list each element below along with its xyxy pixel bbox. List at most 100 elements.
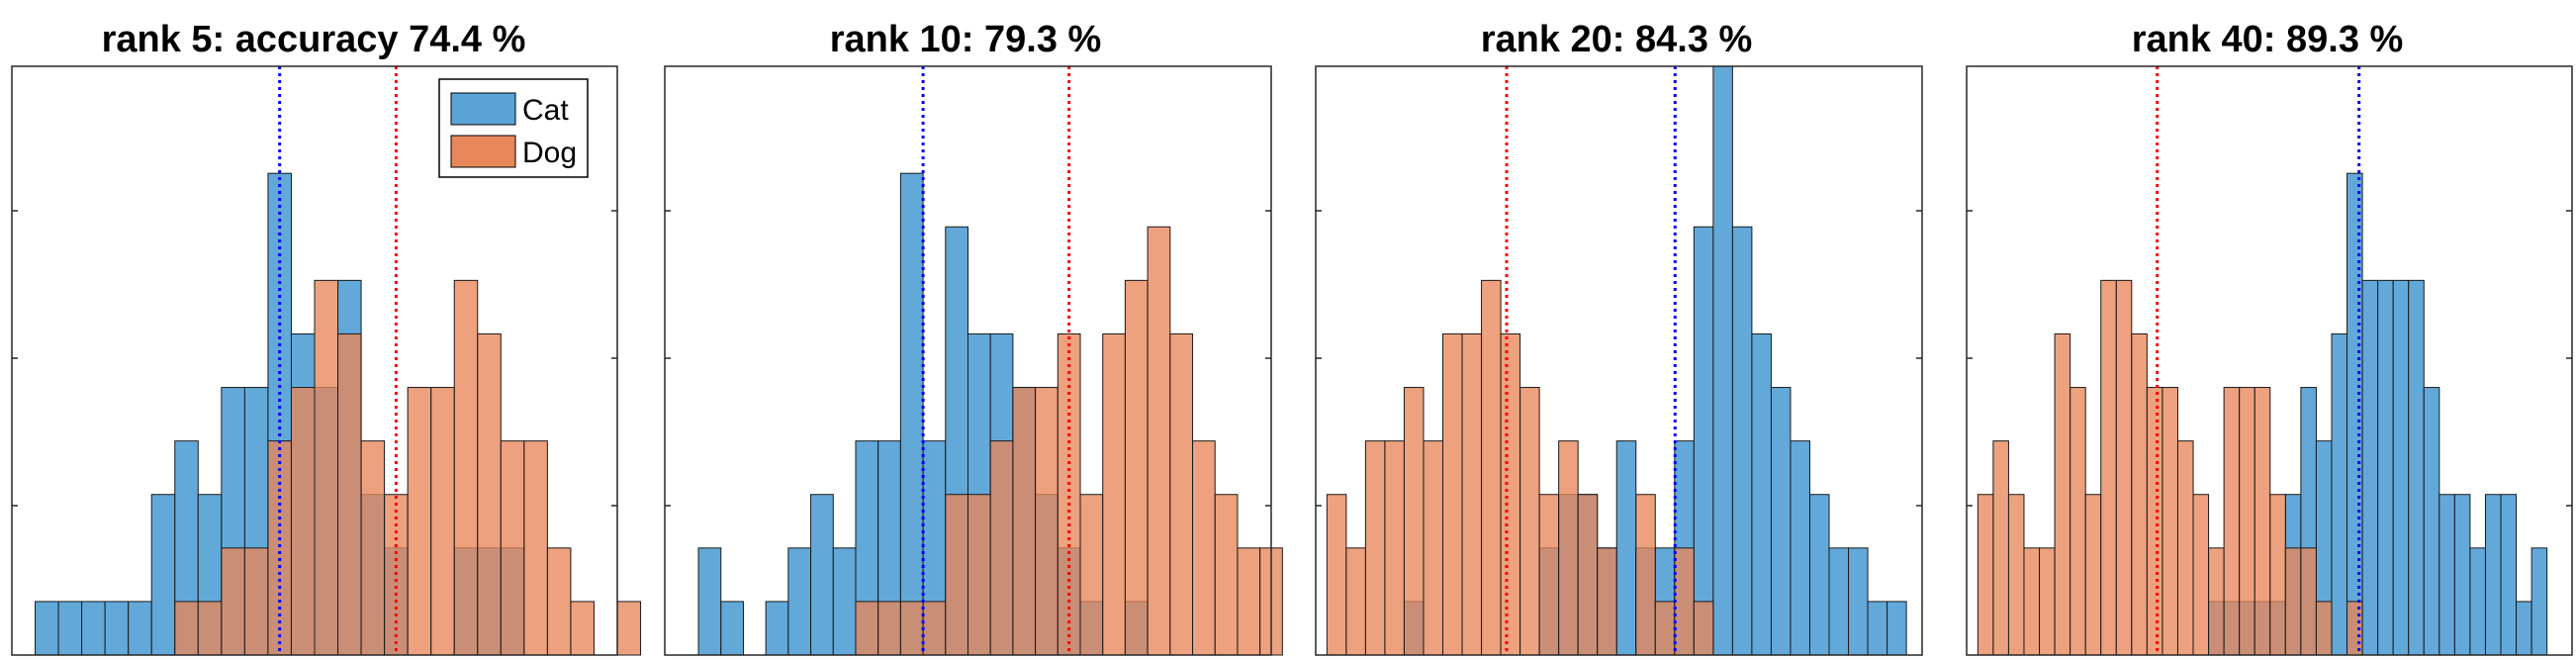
dog-bar bbox=[967, 494, 991, 656]
dog-bar bbox=[2162, 387, 2178, 656]
dog-bar bbox=[500, 440, 525, 656]
dog-bar bbox=[1519, 387, 1540, 656]
legend-label-cat: Cat bbox=[522, 94, 569, 127]
dog-bar bbox=[922, 601, 947, 656]
dog-bar bbox=[2084, 494, 2102, 656]
cat-bar bbox=[810, 494, 834, 656]
cat-bar bbox=[2392, 279, 2410, 656]
dog-bar bbox=[2007, 494, 2025, 656]
panel-1-plot-area bbox=[12, 66, 642, 656]
dog-bar bbox=[1124, 279, 1149, 656]
dog-bar bbox=[1169, 332, 1194, 656]
cat-bar bbox=[765, 601, 789, 656]
dog-bar bbox=[877, 601, 901, 656]
dog-bar bbox=[945, 494, 969, 656]
dog-bar bbox=[1481, 279, 1502, 656]
cat-bar bbox=[697, 547, 722, 656]
legend: Cat Dog bbox=[438, 78, 589, 178]
cat-bar bbox=[2516, 601, 2532, 656]
dog-bar bbox=[2115, 279, 2133, 656]
dog-bar bbox=[1012, 387, 1037, 656]
dog-bar bbox=[1214, 494, 1239, 656]
dog-bar bbox=[1992, 440, 2009, 656]
dog-bar bbox=[1403, 387, 1425, 656]
dog-bar bbox=[1693, 601, 1714, 656]
dog-bar bbox=[314, 279, 339, 656]
dog-bar bbox=[197, 601, 223, 656]
dog-bar bbox=[360, 440, 386, 656]
cat-bar bbox=[2361, 279, 2379, 656]
dog-bar bbox=[1035, 387, 1058, 656]
cat-bar bbox=[1712, 65, 1733, 656]
dog-bar bbox=[1558, 440, 1579, 656]
panel-2: rank 10: 79.3 % bbox=[664, 19, 1283, 656]
cat-bar bbox=[1808, 494, 1830, 656]
cat-bar bbox=[1615, 440, 1637, 656]
dog-bar bbox=[989, 440, 1014, 656]
cat-bar bbox=[2469, 547, 2486, 656]
panel-1-axes-frame bbox=[11, 65, 618, 656]
cat-bar bbox=[150, 494, 176, 656]
dog-bar bbox=[2192, 494, 2210, 656]
cat-bar bbox=[2408, 279, 2425, 656]
dog-bar bbox=[1326, 494, 1347, 656]
cat-bar bbox=[1828, 547, 1850, 656]
cat-bar bbox=[2484, 494, 2502, 656]
dog-bar bbox=[2131, 332, 2148, 656]
dog-bar bbox=[243, 547, 269, 656]
cat-bar bbox=[832, 547, 857, 656]
cat-bar bbox=[787, 547, 812, 656]
dog-bar bbox=[453, 279, 479, 656]
dog-bar bbox=[221, 547, 245, 656]
dog-bar bbox=[616, 601, 642, 656]
cat-bar bbox=[1693, 226, 1714, 656]
cat-bar bbox=[2377, 279, 2394, 656]
dog-bar bbox=[2223, 387, 2241, 656]
panel-4-plot-area bbox=[1967, 66, 2572, 656]
dog-bar bbox=[1079, 494, 1104, 656]
dog-bar bbox=[855, 601, 879, 656]
dog-bar bbox=[477, 332, 502, 656]
panel-3-axes-frame bbox=[1315, 65, 1923, 656]
panel-3-title: rank 20: 84.3 % bbox=[1481, 19, 1753, 60]
dog-bar bbox=[1500, 332, 1521, 656]
cat-bar bbox=[1867, 601, 1888, 656]
dog-bar bbox=[2315, 601, 2333, 656]
dog-bar bbox=[2176, 440, 2194, 656]
dog-bar bbox=[1977, 494, 1994, 656]
cat-bar bbox=[2331, 332, 2348, 656]
panel-2-axes-frame bbox=[664, 65, 1272, 656]
dog-bar bbox=[1674, 547, 1695, 656]
cat-bar bbox=[1770, 387, 1792, 656]
cat-bar bbox=[1848, 547, 1869, 656]
dog-bar bbox=[1597, 547, 1617, 656]
dog-bar bbox=[2070, 387, 2086, 656]
cat-bar bbox=[81, 601, 106, 656]
cat-bar bbox=[2500, 494, 2518, 656]
dog-bar bbox=[1384, 440, 1405, 656]
legend-label-dog: Dog bbox=[522, 137, 577, 169]
dog-bar bbox=[1423, 440, 1444, 656]
cat-bar bbox=[128, 601, 152, 656]
dog-bar bbox=[1192, 440, 1216, 656]
cat-bar bbox=[1731, 226, 1753, 656]
dog-bar bbox=[570, 601, 595, 656]
cat-bar bbox=[1790, 440, 1810, 656]
dog-bar bbox=[1654, 601, 1676, 656]
dog-bar bbox=[430, 387, 455, 656]
dog-bar bbox=[174, 601, 199, 656]
panel-4-title: rank 40: 89.3 % bbox=[2132, 19, 2404, 60]
dog-bar bbox=[407, 387, 432, 656]
dog-bar bbox=[523, 440, 548, 656]
dog-bar bbox=[899, 601, 924, 656]
dog-bar bbox=[2254, 387, 2271, 656]
panel-2-plot-area bbox=[665, 66, 1283, 656]
cat-bar bbox=[57, 601, 83, 656]
legend-swatch-cat bbox=[450, 92, 516, 126]
dog-bar bbox=[1538, 494, 1560, 656]
cat-bar bbox=[2438, 494, 2455, 656]
dog-bar bbox=[2100, 279, 2117, 656]
dog-bar bbox=[2284, 547, 2302, 656]
dog-bar bbox=[2023, 547, 2041, 656]
